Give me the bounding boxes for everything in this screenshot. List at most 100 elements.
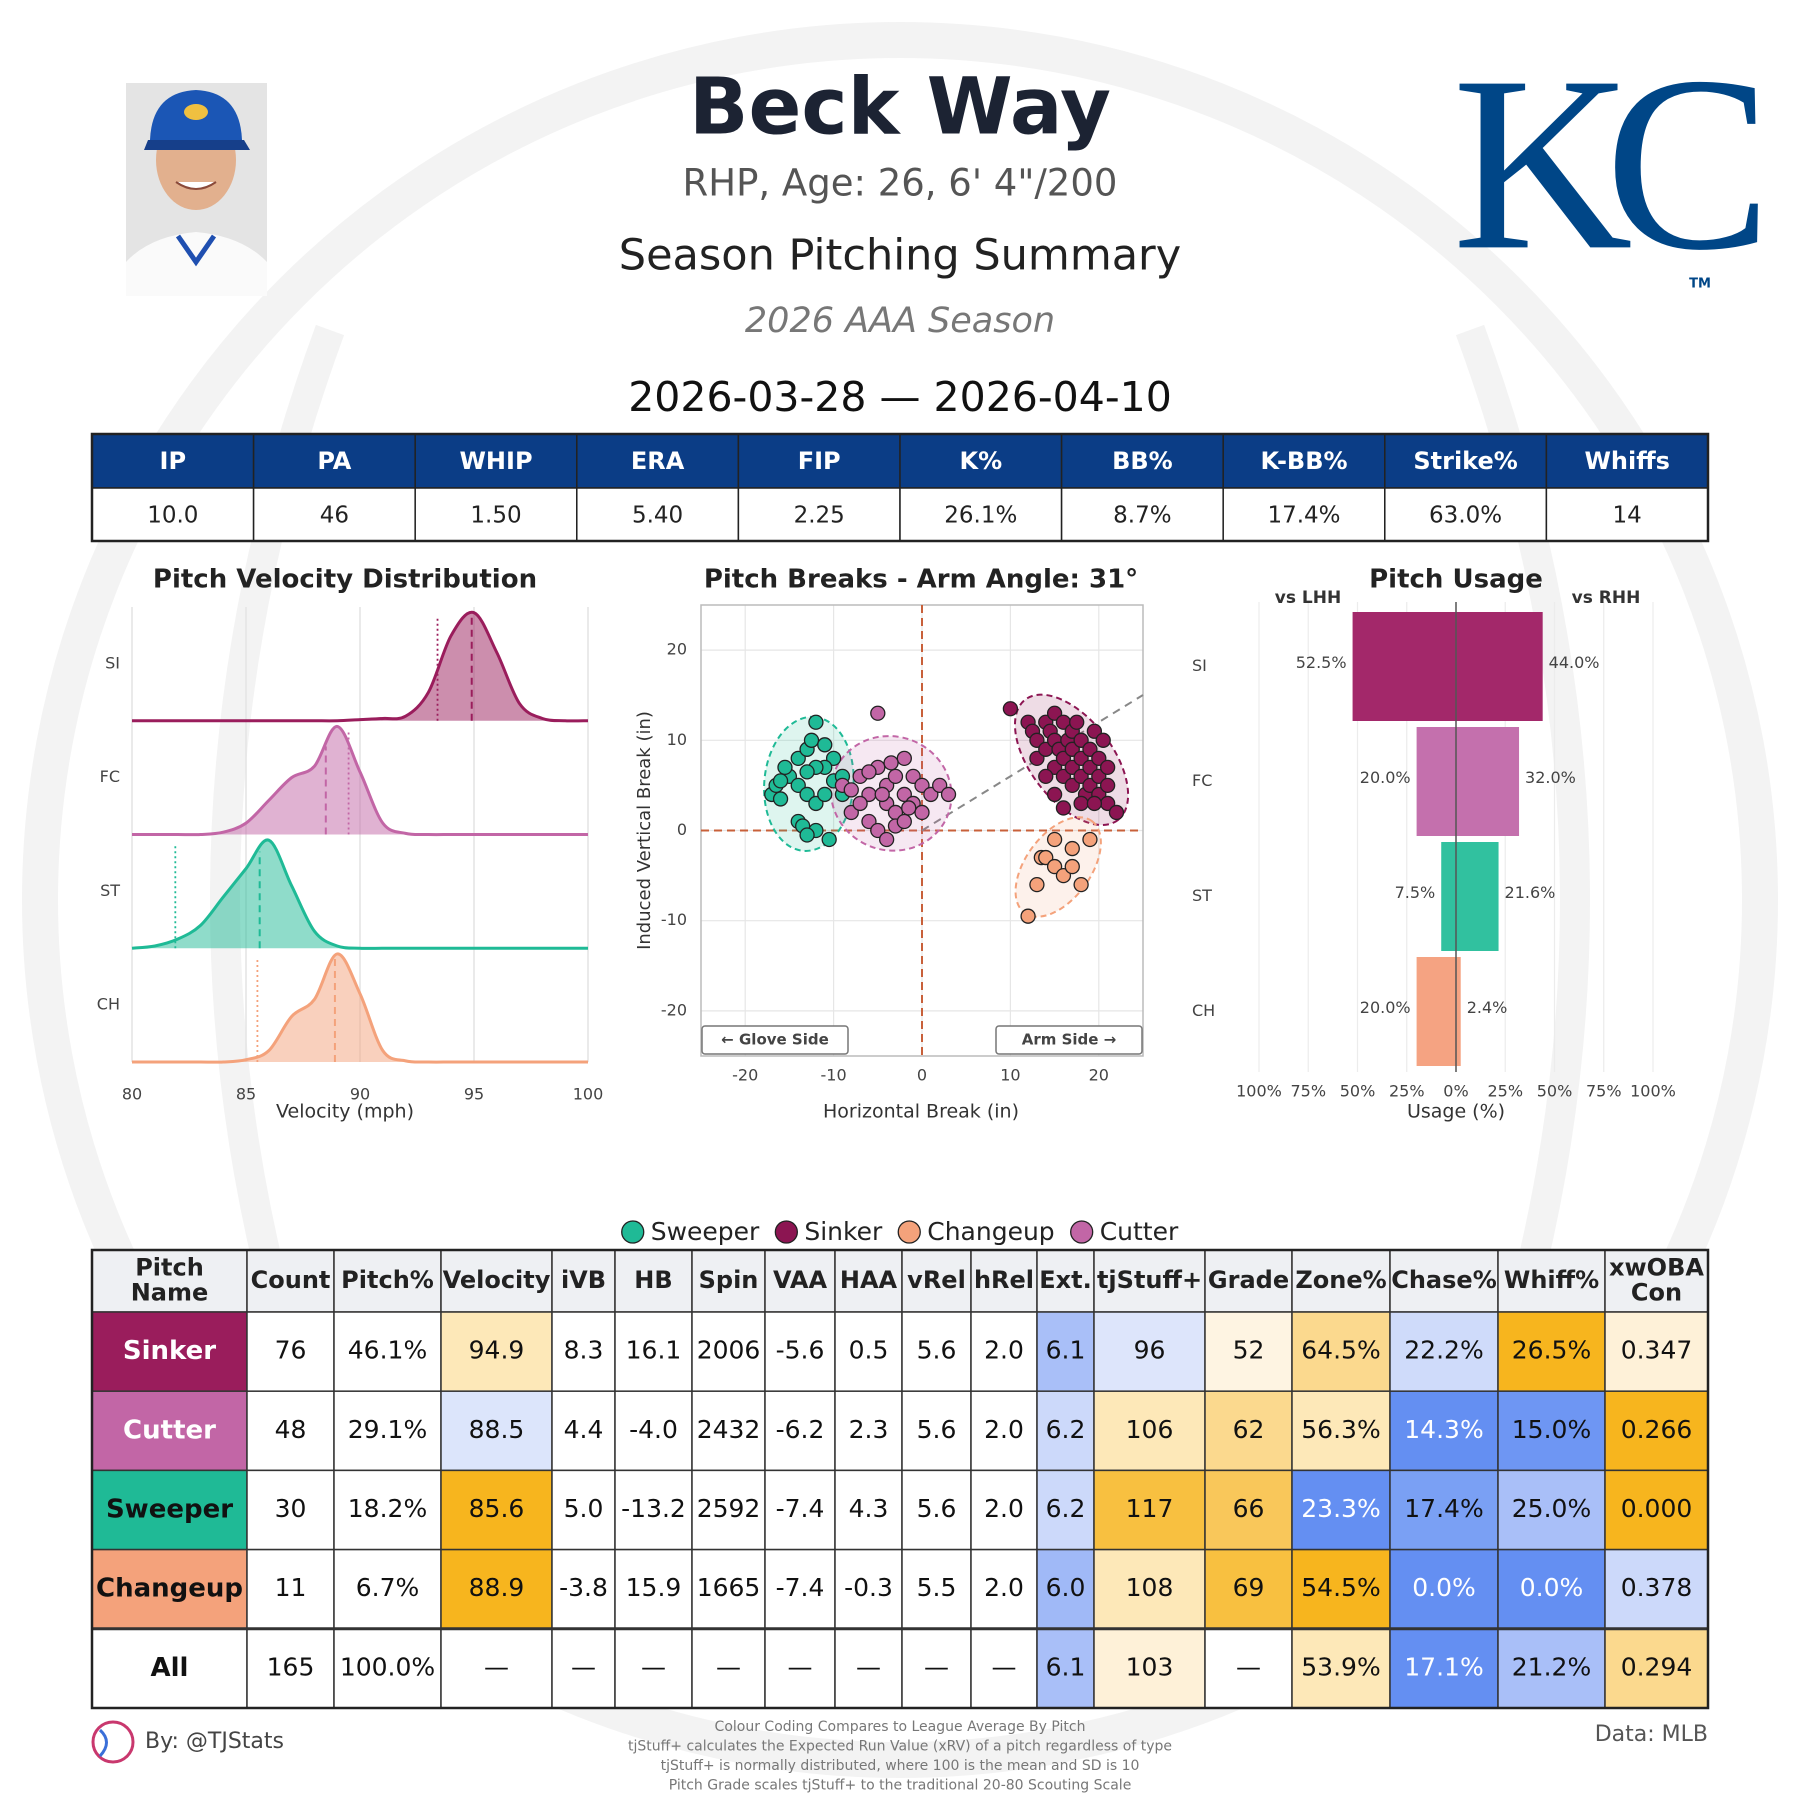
table-header-cell [1497, 1249, 1606, 1313]
table-value: 52 [1233, 1336, 1265, 1365]
table-value: 69 [1233, 1573, 1265, 1602]
x-tick-label: 25% [1487, 1082, 1523, 1101]
table-header-cell [1389, 1249, 1499, 1313]
x-tick-label: 100% [1236, 1082, 1282, 1101]
stats-value-cell [1384, 487, 1548, 542]
x-tick-label: 85 [236, 1085, 256, 1104]
pitch-point [870, 705, 886, 721]
x-tick-label: -10 [821, 1066, 847, 1085]
x-tick-label: 20 [1089, 1066, 1109, 1085]
y-tick-label: -10 [661, 910, 687, 929]
table-value: -4.0 [629, 1415, 678, 1444]
table-value: 0.000 [1621, 1494, 1693, 1523]
stats-header: BB% [1112, 447, 1173, 475]
stats-value: 1.50 [470, 503, 521, 529]
table-value: 17.4% [1404, 1494, 1483, 1523]
pitch-name: Sinker [123, 1336, 216, 1366]
category-label: ST [1192, 886, 1212, 905]
y-tick-label: -20 [661, 1000, 687, 1019]
stats-value: 8.7% [1113, 503, 1171, 529]
table-value: — [992, 1652, 1017, 1681]
footnote: tjStuff+ calculates the Expected Run Val… [628, 1739, 1172, 1755]
table-value: 5.6 [917, 1494, 957, 1523]
usage-bar [1441, 842, 1456, 951]
table-value: 88.5 [469, 1415, 525, 1444]
table-cell [551, 1311, 616, 1392]
stats-value: 46 [320, 503, 349, 529]
table-cell [1389, 1390, 1499, 1472]
value-label: 44.0% [1549, 653, 1600, 672]
table-cell [1604, 1548, 1709, 1630]
pitch-name: Changeup [96, 1574, 243, 1604]
chart-title: Pitch Usage [1369, 565, 1543, 595]
pitch-point [1073, 876, 1089, 893]
table-value: 88.9 [469, 1573, 525, 1602]
pitch-point [1082, 777, 1098, 794]
table-value: -7.4 [776, 1494, 825, 1523]
table-cell [970, 1548, 1038, 1630]
table-cell [91, 1390, 248, 1472]
table-cell [764, 1469, 836, 1551]
table-header: Count [251, 1266, 331, 1294]
table-value: 21.2% [1512, 1652, 1591, 1681]
pitch-point [896, 813, 912, 830]
chart-title: Pitch Velocity Distribution [153, 565, 537, 595]
pitch-point [777, 759, 793, 776]
table-value: 5.6 [917, 1415, 957, 1444]
table-value: 94.9 [469, 1336, 525, 1365]
usage-bar [1456, 957, 1461, 1066]
date-range: 2026-03-28 — 2026-04-10 [628, 373, 1172, 421]
ridge-fill [132, 839, 588, 949]
table-value: 4.3 [849, 1494, 889, 1523]
annotation-box [701, 1025, 849, 1055]
table-value: — [484, 1652, 509, 1681]
table-cell [246, 1311, 335, 1392]
table-value: 23.3% [1301, 1494, 1380, 1523]
stats-value: 26.1% [944, 503, 1017, 529]
pitch-point [1055, 867, 1072, 884]
table-value: 0.294 [1621, 1652, 1693, 1681]
pitch-point [914, 777, 930, 794]
table-value: -13.2 [621, 1494, 686, 1523]
table-cell [1497, 1548, 1606, 1630]
ridge-fill [132, 953, 588, 1063]
pitch-point [1064, 759, 1080, 776]
table-value: -7.4 [776, 1573, 825, 1602]
table-value: 15.9 [626, 1573, 682, 1602]
table-value: 29.1% [348, 1415, 427, 1444]
stats-header-cell [899, 433, 1063, 489]
value-label: 20.0% [1360, 998, 1411, 1017]
stats-value: 10.0 [147, 503, 198, 529]
table-cell [1093, 1311, 1206, 1392]
pitch-point [1091, 750, 1107, 766]
table-value: 2.0 [984, 1336, 1024, 1365]
table-cell [333, 1548, 442, 1630]
team-logo-mark: TM [1689, 277, 1711, 292]
x-tick-label: -20 [732, 1066, 758, 1085]
table-cell [1204, 1548, 1293, 1630]
value-label: 32.0% [1525, 768, 1576, 787]
annotation: ← Glove Side [721, 1031, 829, 1049]
footnote: Pitch Grade scales tjStuff+ to the tradi… [669, 1778, 1132, 1794]
season-label: 2026 AAA Season [745, 301, 1055, 341]
pitch-point [1046, 759, 1063, 776]
table-cell [440, 1469, 553, 1551]
pitch-point [1099, 759, 1116, 776]
table-value: 96 [1134, 1336, 1166, 1365]
stats-value-cell [576, 487, 740, 542]
table-value: -0.3 [844, 1573, 893, 1602]
table-value: 2432 [697, 1415, 761, 1444]
table-value: 6.7% [356, 1573, 420, 1602]
x-tick-label: 75% [1586, 1082, 1622, 1101]
table-header: Ext. [1039, 1266, 1091, 1294]
table-value: 1665 [697, 1573, 761, 1602]
value-label: 21.6% [1505, 883, 1556, 902]
table-value: 8.3 [564, 1336, 604, 1365]
table-cell [551, 1548, 616, 1630]
stats-value-cell [899, 487, 1063, 542]
credit: By: @TJStats [145, 1729, 284, 1754]
table-value: 4.4 [564, 1415, 604, 1444]
pitch-point [825, 750, 842, 766]
